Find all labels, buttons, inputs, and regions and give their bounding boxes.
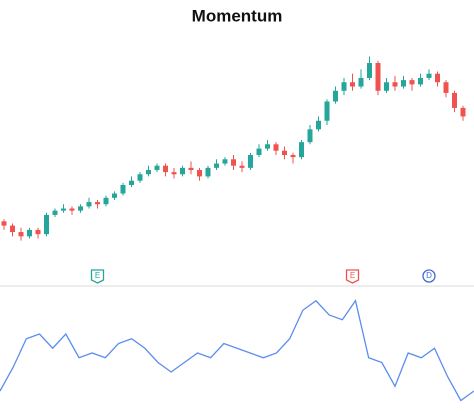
- event-marker: [422, 269, 436, 283]
- candle-body: [44, 214, 49, 235]
- candle-body: [418, 77, 423, 85]
- candle-body: [10, 225, 15, 233]
- candle-body: [375, 62, 381, 91]
- event-marker-label: E: [350, 271, 355, 280]
- candle-body: [409, 80, 415, 85]
- candle-body: [460, 107, 466, 117]
- candle-body: [452, 92, 457, 108]
- candle-body: [154, 165, 160, 170]
- candle-body: [137, 174, 143, 181]
- candle-body: [265, 144, 270, 149]
- candle-body: [282, 150, 287, 155]
- candle-body: [384, 82, 389, 91]
- candle-body: [163, 165, 168, 173]
- candle-body: [443, 82, 449, 93]
- candle-body: [146, 169, 151, 175]
- candle-body: [171, 172, 177, 175]
- candle-body: [358, 77, 364, 87]
- event-marker-label: E: [95, 271, 100, 280]
- candle-body: [120, 184, 126, 194]
- candle-body: [95, 202, 100, 205]
- candle-body: [18, 232, 24, 237]
- candle-body: [341, 82, 347, 91]
- candle-body: [367, 62, 372, 78]
- candle-body: [86, 202, 92, 207]
- candle-body: [214, 163, 219, 168]
- candle-body: [27, 229, 32, 237]
- candle-body: [180, 167, 185, 175]
- candle-body: [35, 229, 41, 235]
- candle-body: [78, 206, 83, 211]
- candle-body: [222, 159, 228, 164]
- event-marker: [90, 269, 105, 284]
- candle-body: [239, 165, 245, 168]
- candle-body: [129, 180, 134, 185]
- candle-body: [231, 159, 236, 166]
- candle-body: [316, 120, 321, 130]
- candle-body: [290, 155, 296, 158]
- candle-body: [307, 129, 313, 143]
- candle-body: [1, 221, 7, 226]
- candle-body: [435, 73, 440, 83]
- candle-body: [69, 208, 75, 211]
- chart-title: Momentum: [192, 6, 283, 25]
- candle-body: [112, 193, 117, 198]
- candle-body: [52, 210, 58, 215]
- event-marker: [345, 269, 360, 284]
- event-marker-label: D: [426, 271, 432, 280]
- candle-body: [426, 73, 432, 78]
- candle-body: [188, 167, 194, 170]
- candle-body: [197, 169, 202, 177]
- candle-body: [103, 197, 109, 205]
- candle-body: [299, 142, 304, 158]
- momentum-line: [0, 299, 474, 402]
- candle-body: [256, 148, 262, 155]
- candle-body: [350, 82, 355, 87]
- candle-body: [392, 82, 398, 87]
- candle-body: [333, 90, 338, 102]
- candle-body: [401, 80, 406, 87]
- candle-body: [248, 155, 253, 168]
- candle-body: [61, 208, 66, 211]
- candle-body: [273, 144, 279, 151]
- candle-body: [324, 101, 330, 121]
- candle-body: [205, 167, 211, 177]
